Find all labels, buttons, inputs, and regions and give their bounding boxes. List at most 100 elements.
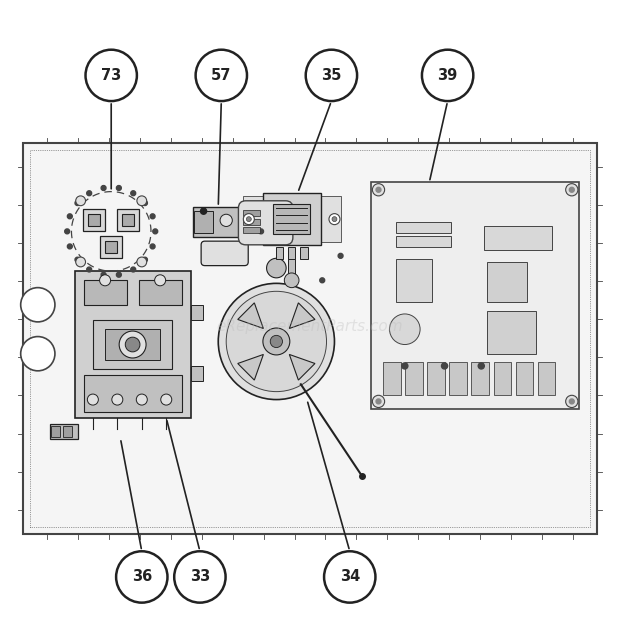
Circle shape — [422, 49, 473, 101]
Circle shape — [86, 49, 137, 101]
Circle shape — [75, 200, 80, 205]
Circle shape — [324, 552, 376, 603]
FancyBboxPatch shape — [122, 214, 135, 226]
Bar — [93, 320, 172, 369]
Bar — [494, 361, 511, 395]
Bar — [288, 259, 295, 274]
Circle shape — [154, 275, 166, 286]
Bar — [405, 361, 423, 395]
Circle shape — [320, 278, 325, 283]
Circle shape — [267, 258, 286, 278]
Text: 33: 33 — [190, 569, 210, 585]
Circle shape — [68, 244, 73, 249]
Circle shape — [76, 257, 86, 267]
Circle shape — [200, 208, 206, 214]
Bar — [484, 226, 552, 250]
Circle shape — [75, 257, 80, 262]
Circle shape — [131, 191, 136, 196]
Bar — [515, 361, 533, 395]
Bar — [288, 247, 295, 259]
Circle shape — [119, 331, 146, 358]
Bar — [276, 247, 283, 259]
Bar — [487, 311, 536, 354]
Circle shape — [87, 394, 99, 405]
Text: 34: 34 — [340, 569, 360, 585]
Text: 73: 73 — [101, 68, 122, 83]
FancyBboxPatch shape — [117, 209, 140, 231]
Text: 36: 36 — [131, 569, 152, 585]
Bar — [300, 247, 308, 259]
Circle shape — [136, 394, 148, 405]
Circle shape — [101, 186, 106, 190]
FancyBboxPatch shape — [201, 241, 248, 266]
Bar — [191, 305, 203, 320]
FancyBboxPatch shape — [88, 214, 100, 226]
Circle shape — [389, 314, 420, 344]
Circle shape — [329, 214, 340, 224]
Bar — [22, 143, 598, 534]
Text: eReplacementParts.com: eReplacementParts.com — [216, 319, 404, 333]
Bar — [50, 424, 78, 439]
Bar — [243, 219, 260, 224]
Bar — [194, 211, 213, 233]
Circle shape — [243, 214, 254, 224]
FancyBboxPatch shape — [83, 209, 105, 231]
Bar — [450, 361, 467, 395]
Bar — [30, 150, 590, 527]
Circle shape — [376, 187, 381, 192]
Circle shape — [402, 363, 408, 369]
Circle shape — [376, 399, 381, 404]
Bar — [243, 227, 260, 233]
Circle shape — [116, 552, 167, 603]
FancyBboxPatch shape — [100, 236, 122, 257]
Bar — [191, 366, 203, 381]
Circle shape — [68, 214, 73, 219]
Circle shape — [117, 186, 122, 190]
Circle shape — [76, 196, 86, 205]
Circle shape — [137, 257, 147, 267]
Circle shape — [285, 273, 299, 288]
Circle shape — [306, 49, 357, 101]
Polygon shape — [290, 303, 315, 328]
Circle shape — [117, 272, 122, 277]
Bar — [105, 329, 160, 360]
Bar — [193, 207, 242, 238]
Circle shape — [569, 187, 574, 192]
Circle shape — [87, 191, 92, 196]
Circle shape — [150, 244, 155, 249]
Circle shape — [101, 272, 106, 277]
Bar — [242, 196, 340, 242]
Circle shape — [220, 214, 232, 226]
Bar — [84, 375, 182, 412]
Bar — [74, 271, 191, 418]
Bar — [242, 209, 263, 236]
Circle shape — [143, 257, 148, 262]
Bar — [396, 259, 432, 302]
Bar — [263, 193, 321, 245]
Circle shape — [270, 335, 283, 347]
Text: 57: 57 — [211, 68, 231, 83]
Bar — [487, 262, 527, 302]
Circle shape — [259, 229, 263, 234]
Circle shape — [137, 196, 147, 205]
Text: 35: 35 — [321, 68, 342, 83]
Polygon shape — [237, 303, 264, 328]
Bar — [383, 361, 401, 395]
Bar — [273, 204, 310, 235]
Circle shape — [226, 291, 327, 392]
Circle shape — [131, 267, 136, 272]
Circle shape — [174, 552, 226, 603]
Circle shape — [20, 288, 55, 322]
Bar — [243, 210, 260, 216]
Circle shape — [100, 275, 110, 286]
Circle shape — [441, 363, 448, 369]
Circle shape — [150, 214, 155, 219]
Bar — [538, 361, 555, 395]
Polygon shape — [237, 354, 264, 380]
Bar — [139, 280, 182, 305]
Circle shape — [87, 267, 92, 272]
Circle shape — [338, 254, 343, 258]
Circle shape — [20, 337, 55, 371]
Circle shape — [143, 200, 148, 205]
Circle shape — [246, 217, 251, 221]
